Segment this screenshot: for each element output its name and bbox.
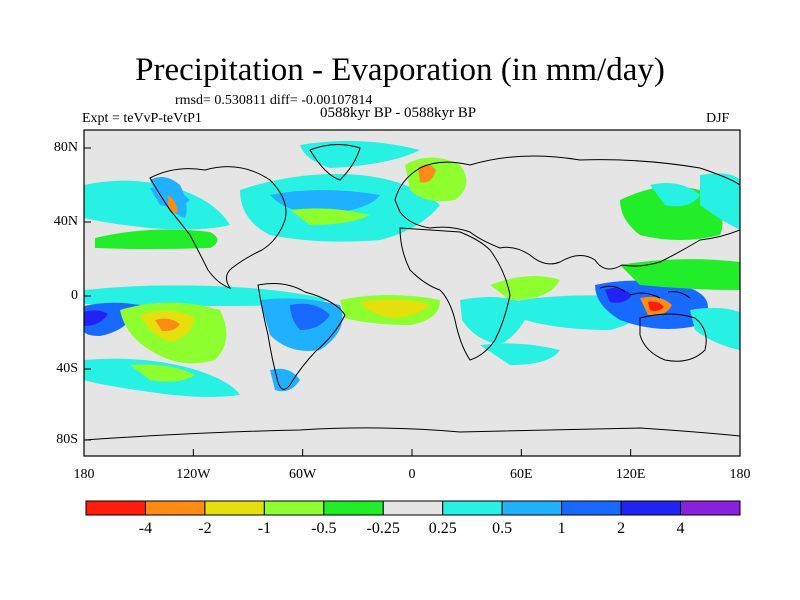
region-africa-wet [460, 296, 530, 345]
colorbar-swatch [263, 500, 325, 516]
colorbar-label: 1 [557, 520, 566, 537]
coastlines [84, 144, 740, 441]
axis-ticks [83, 147, 741, 456]
colorbar-swatch [561, 500, 622, 516]
colorbar-swatch [323, 500, 384, 516]
colorbar-swatch [442, 500, 503, 516]
region-arabian-sea [490, 276, 560, 300]
region-asia-ne [700, 173, 740, 230]
period-label: 0588kyr BP - 0588kyr BP [320, 105, 477, 121]
region-amazon [290, 303, 330, 330]
colorbar-swatch [501, 500, 563, 516]
coastline-antarctica [84, 427, 740, 441]
map-title: Precipitation - Evaporation (in mm/day) [135, 52, 665, 88]
region-southern-ocean-pacific [130, 364, 195, 382]
y-tick-label: 40N [53, 214, 78, 229]
field-shading [84, 141, 740, 397]
x-tick-label: 0 [408, 467, 416, 482]
y-tick-label: 80N [53, 140, 78, 155]
x-tick-label: 60E [510, 467, 533, 482]
y-tick-label: 0 [71, 288, 78, 303]
region-maritime-max [648, 301, 664, 311]
region-east-asia [620, 186, 723, 240]
region-north-pacific-wet [95, 229, 218, 249]
region-north-atlantic-dry [290, 208, 370, 225]
colorbar [85, 500, 741, 516]
colorbar-swatch [204, 500, 265, 516]
stats-label: rmsd= 0.530811 diff= -0.00107814 [175, 93, 373, 108]
region-spcz-deep [84, 310, 108, 326]
region-nw-america-core [168, 195, 178, 213]
colorbar-swatch [144, 500, 206, 516]
region-west-pacific [620, 259, 740, 290]
coastline-africa [399, 227, 511, 361]
colorbar-swatch [382, 500, 444, 516]
x-tick-label: 120W [176, 467, 211, 482]
coastline-north-america [149, 166, 287, 289]
region-se-pacific-max [155, 318, 180, 332]
colorbar-label: 2 [617, 520, 626, 537]
region-japan-wet [650, 182, 700, 207]
region-south-indian [480, 343, 560, 365]
x-tick-label: 180 [729, 467, 751, 482]
colorbar-label: -2 [198, 520, 212, 537]
coastline-south-america [257, 283, 346, 390]
colorbar-label: -1 [257, 520, 272, 537]
season-label: DJF [706, 111, 730, 126]
region-scandinavia [418, 164, 436, 183]
experiment-label: Expt = teVvP-teVtP1 [82, 111, 202, 126]
coastline-australia [639, 313, 707, 362]
colorbar-label: 4 [676, 520, 685, 537]
colorbar-label: 0.25 [428, 520, 457, 537]
region-north-pacific [84, 180, 230, 230]
region-south-pacific-west [690, 307, 740, 350]
region-south-atlantic-core [360, 299, 430, 318]
coastline-greenland [309, 144, 361, 181]
x-tick-label: 60W [289, 467, 317, 482]
y-tick-label: 80S [56, 432, 78, 447]
colorbar-label: -4 [138, 520, 153, 537]
coastline-maritime-islands [599, 285, 691, 299]
region-north-atlantic-band [270, 190, 380, 215]
colorbar-label: 0.5 [492, 520, 513, 537]
colorbar-label: -0.5 [311, 520, 337, 537]
colorbar-swatch [620, 500, 682, 516]
y-tick-label: 40S [56, 361, 78, 376]
colorbar-swatch [85, 500, 146, 516]
x-tick-label: 120E [615, 467, 646, 482]
coastline-eurasia [394, 155, 740, 270]
colorbar-label: -0.25 [366, 520, 400, 537]
x-tick-label: 180 [73, 467, 95, 482]
region-patagonia [270, 368, 300, 392]
region-greenland [300, 141, 420, 168]
colorbar-swatch [680, 500, 741, 516]
